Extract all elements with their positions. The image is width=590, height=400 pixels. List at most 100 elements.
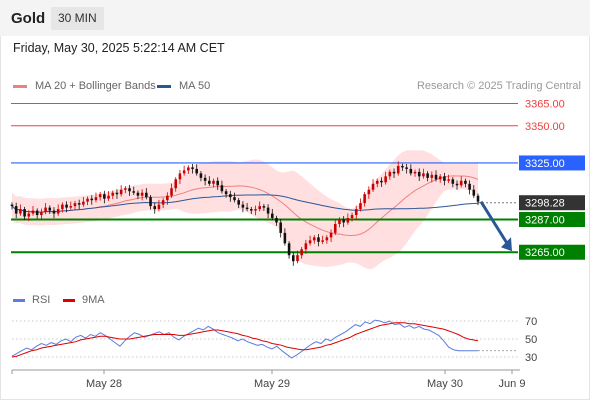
timeframe-button[interactable]: 30 MIN	[51, 7, 104, 30]
candle-body	[321, 240, 324, 242]
candle-body	[220, 185, 224, 192]
candle-body	[342, 219, 345, 223]
candle-body	[380, 180, 383, 183]
level-tag-3287.00	[519, 212, 585, 228]
level-label-3350.00: 3350.00	[525, 121, 565, 133]
legend-ma50-label: MA 50	[179, 80, 211, 92]
candle-body	[98, 194, 102, 198]
bollinger-swatch	[13, 84, 27, 88]
candle-body	[367, 189, 371, 195]
candle-body	[195, 168, 199, 174]
candle-body	[124, 188, 127, 190]
candle-body	[119, 189, 123, 195]
candle-body	[296, 255, 299, 262]
candle-body	[312, 237, 316, 241]
candle-body	[443, 176, 446, 181]
candle-body	[14, 206, 18, 214]
candle-body	[363, 194, 366, 204]
level-label-3265.00: 3265.00	[525, 247, 565, 259]
candle-body	[157, 204, 161, 210]
candle-body	[287, 243, 291, 256]
candle-body	[430, 174, 434, 178]
candle-body	[304, 243, 308, 250]
candle-body	[447, 179, 450, 181]
candle-body	[161, 200, 165, 205]
candle-body	[182, 170, 186, 174]
candle-body	[90, 198, 94, 201]
x-tick-label-Jun-9: Jun 9	[499, 378, 526, 390]
candle-body	[375, 180, 379, 184]
candle-body	[283, 232, 287, 244]
candle-body	[61, 204, 64, 210]
candle-body	[107, 195, 110, 199]
candle-body	[241, 204, 245, 208]
candle-body	[23, 209, 26, 217]
candle-body	[266, 207, 270, 214]
candle-body	[136, 192, 140, 196]
candle-body	[317, 237, 320, 242]
candle-body	[128, 188, 131, 192]
x-tick-label-May-29: May 29	[254, 378, 290, 390]
rsi-swatch	[13, 298, 25, 302]
level-label-3325.00: 3325.00	[525, 158, 565, 170]
candle-body	[401, 165, 404, 168]
forecast-arrow-head	[501, 237, 512, 252]
candle-body	[65, 204, 68, 208]
candle-body	[354, 209, 358, 216]
candle-body	[208, 180, 211, 184]
candle-body	[111, 192, 115, 196]
legend-rsi-label: RSI	[32, 294, 51, 306]
candle-body	[31, 210, 35, 214]
rsi-series-9MA	[11, 322, 479, 358]
candle-body	[329, 232, 333, 238]
candle-body	[258, 206, 261, 210]
candle-body	[308, 240, 312, 244]
ma50-line	[11, 194, 479, 213]
candle-body	[417, 171, 421, 177]
candle-body	[27, 213, 31, 217]
candle-body	[468, 183, 471, 190]
rsi-tick-30: 30	[525, 352, 537, 364]
candle-body	[279, 222, 282, 233]
candle-body	[422, 173, 425, 177]
chart-datetime: Friday, May 30, 2025 5:22:14 AM CET	[13, 41, 225, 55]
candle-body	[145, 192, 148, 198]
candle-body	[237, 200, 240, 205]
rsi-series-RSI	[11, 319, 478, 359]
research-credit: Research © 2025 Trading Central	[416, 80, 581, 92]
legend-rsi-ma: 9MA	[63, 294, 105, 306]
level-label-3298.28: 3298.28	[525, 198, 565, 210]
candle-body	[132, 191, 136, 193]
level-tag-3325.00	[519, 155, 585, 171]
candle-body	[384, 176, 387, 183]
candle-body	[338, 219, 341, 224]
candle-body	[388, 171, 392, 177]
candle-body	[178, 173, 182, 180]
candle-body	[325, 237, 329, 241]
candle-body	[392, 171, 396, 174]
legend-rsi-ma-label: 9MA	[82, 294, 105, 306]
candle-body	[187, 167, 190, 171]
instrument-title: Gold	[11, 10, 46, 27]
rsi-tick-50: 50	[525, 334, 537, 346]
x-tick-label-May-28: May 28	[86, 378, 122, 390]
candle-body	[69, 206, 73, 208]
legend-bollinger-label: MA 20 + Bollinger Bands	[35, 80, 156, 92]
candle-body	[275, 218, 278, 223]
candle-body	[464, 180, 467, 184]
candle-body	[476, 195, 480, 202]
forecast-arrow-shaft	[479, 200, 509, 245]
level-label-3287.00: 3287.00	[525, 215, 565, 227]
level-tag-3265.00	[519, 244, 585, 260]
candle-body	[250, 209, 253, 211]
candle-body	[35, 210, 39, 216]
candle-body	[115, 192, 119, 195]
legend-rsi: RSI	[13, 294, 50, 306]
candle-body	[73, 203, 77, 207]
candle-body	[48, 207, 52, 211]
rsi-tick-70: 70	[525, 316, 537, 328]
legend-bollinger: MA 20 + Bollinger Bands	[13, 80, 156, 92]
candle-body	[86, 198, 89, 202]
candle-body	[438, 176, 442, 180]
